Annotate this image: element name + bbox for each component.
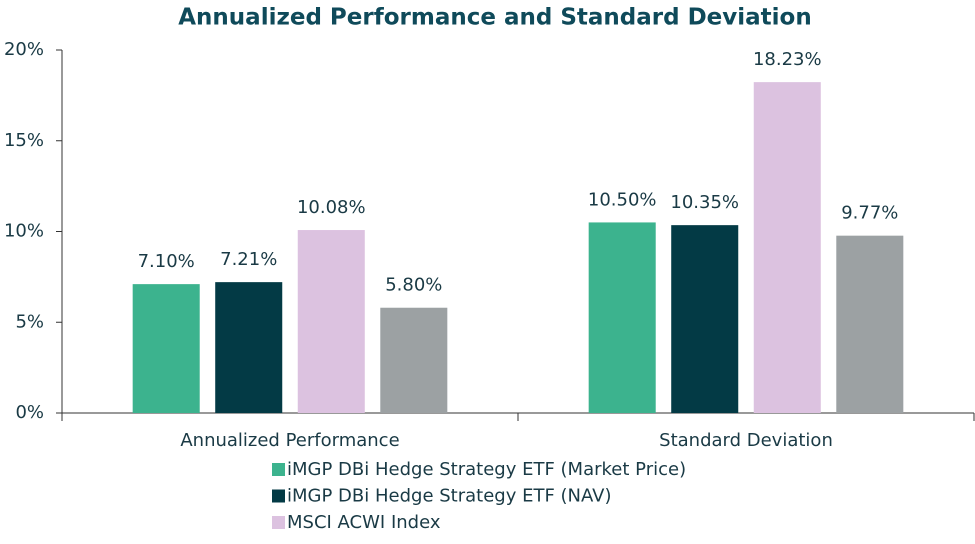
bar — [297, 230, 365, 413]
x-tick-label: Annualized Performance — [180, 430, 399, 451]
data-label: 10.08% — [297, 197, 366, 218]
x-tick-label: Standard Deviation — [659, 430, 833, 451]
y-tick-label: 15% — [4, 130, 44, 151]
y-tick-label: 10% — [4, 221, 44, 242]
legend-label: MSCI ACWI Index — [287, 512, 441, 533]
bar — [380, 307, 448, 413]
bar — [836, 235, 904, 413]
bar — [753, 82, 821, 414]
bar — [132, 284, 200, 413]
data-label: 5.80% — [385, 275, 442, 296]
data-label: 10.35% — [670, 192, 739, 213]
data-label: 18.23% — [753, 49, 822, 70]
data-label: 10.50% — [588, 189, 657, 210]
legend-swatch — [272, 489, 285, 503]
bar — [215, 282, 283, 413]
y-tick-label: 0% — [15, 402, 44, 423]
legend-swatch — [272, 463, 285, 476]
legend-label: iMGP DBi Hedge Strategy ETF (NAV) — [287, 486, 612, 507]
legend-swatch — [272, 516, 285, 529]
bar — [671, 225, 739, 413]
data-label: 7.21% — [220, 249, 277, 270]
bar — [588, 222, 656, 413]
y-tick-label: 5% — [15, 311, 44, 332]
chart-title: Annualized Performance and Standard Devi… — [178, 5, 811, 31]
y-tick-label: 20% — [4, 39, 44, 60]
legend-label: iMGP DBi Hedge Strategy ETF (Market Pric… — [287, 459, 686, 480]
data-label: 7.10% — [138, 251, 195, 272]
data-label: 9.77% — [841, 203, 898, 224]
